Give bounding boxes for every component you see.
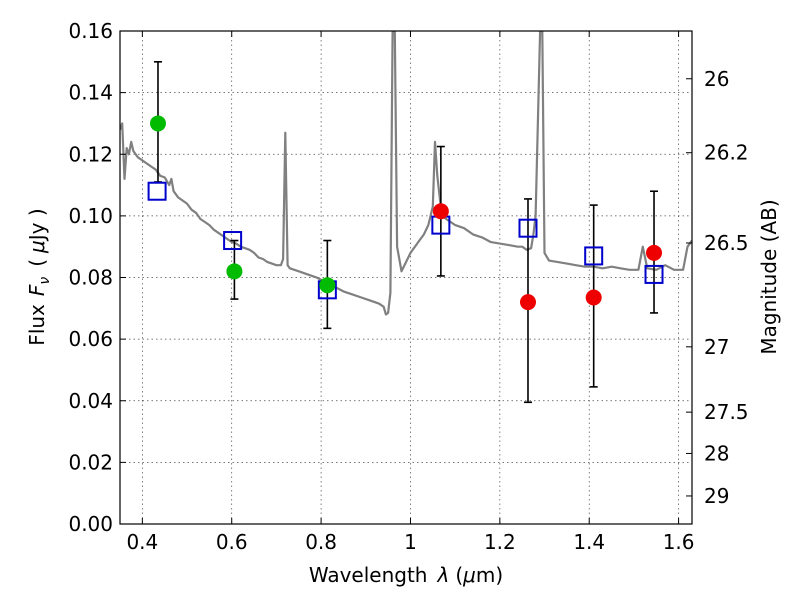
y2-tick-label: 28	[704, 441, 729, 465]
observed-point-near-ir	[519, 294, 536, 311]
model-photometry-square	[644, 264, 664, 284]
observed-point-optical	[226, 263, 243, 280]
model-sed-curve	[120, 31, 692, 316]
observed-points	[149, 115, 663, 311]
y-tick-label: 0.00	[68, 512, 113, 536]
y-tick-label: 0.06	[68, 327, 113, 351]
y2-axis-ticks: 26 26.2 26.5 27 27.5 28 29	[686, 67, 749, 508]
x-tick-label: 0.6	[216, 530, 248, 554]
y-tick-label: 0.10	[68, 204, 113, 228]
model-photometry-square	[584, 246, 604, 266]
y-tick-label: 0.14	[68, 81, 113, 105]
y2-tick-label: 27	[704, 335, 729, 359]
y2-tick-label: 26.5	[704, 231, 749, 255]
y-tick-label: 0.02	[68, 450, 113, 474]
observed-point-near-ir	[432, 203, 449, 220]
y-tick-label: 0.04	[68, 389, 113, 413]
model-photometry-squares	[147, 181, 664, 300]
model-sed-line	[120, 31, 692, 316]
x-tick-label: 0.4	[126, 530, 158, 554]
model-photometry-square	[518, 218, 538, 238]
y-tick-label: 0.16	[68, 19, 113, 43]
x-axis-label: Wavelength λ (μm)	[309, 563, 503, 587]
y-axis-label: FluxFν(μJy )	[25, 208, 53, 345]
observed-point-near-ir	[646, 244, 663, 261]
y-tick-label: 0.08	[68, 266, 113, 290]
observed-point-optical	[319, 277, 336, 294]
model-photometry-square	[147, 181, 167, 201]
x-tick-label: 1.2	[484, 530, 516, 554]
grid-lines	[120, 30, 692, 525]
y2-tick-label: 26.2	[704, 141, 749, 165]
model-photometry-square	[223, 231, 243, 251]
x-tick-label: 1	[404, 530, 417, 554]
y-tick-label: 0.12	[68, 142, 113, 166]
y2-axis-label: Magnitude (AB)	[757, 199, 781, 354]
y2-tick-label: 26	[704, 67, 729, 91]
observed-point-near-ir	[585, 289, 602, 306]
x-axis-ticks: 0.4 0.6 0.8 1 1.2 1.4 1.6	[126, 31, 695, 554]
y-axis-ticks: 0.00 0.02 0.04 0.06 0.08 0.10 0.12 0.14 0.16	[68, 19, 126, 536]
y2-tick-label: 27.5	[704, 400, 749, 424]
y2-tick-label: 29	[704, 484, 729, 508]
x-tick-label: 1.4	[573, 530, 605, 554]
x-tick-label: 1.6	[663, 530, 695, 554]
observed-point-optical	[149, 115, 166, 132]
x-tick-label: 0.8	[305, 530, 337, 554]
